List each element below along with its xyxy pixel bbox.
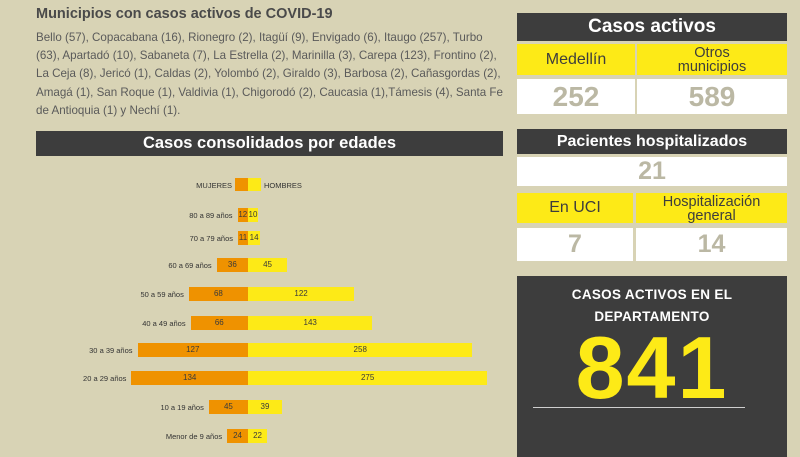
general-hospitalization-label-line2: general	[687, 208, 736, 224]
other-municipalities-label: Otros municipios	[637, 44, 787, 75]
female-bar: 24	[227, 429, 248, 443]
legend-swatch-male	[248, 178, 261, 191]
female-bar: 36	[216, 258, 248, 272]
female-bar: 68	[188, 287, 248, 301]
municipalities-title: Municipios con casos activos de COVID-19	[36, 6, 333, 22]
male-bar: 10	[248, 208, 258, 222]
department-title-line1: CASOS ACTIVOS EN EL	[571, 287, 733, 302]
legend-label-female: MUJERES	[196, 181, 232, 190]
other-municipalities-value: 589	[637, 79, 787, 114]
municipalities-list: Bello (57), Copacabana (16), Rionegro (2…	[36, 31, 503, 117]
age-chart-title: Casos consolidados por edades	[36, 131, 503, 156]
male-bar: 143	[248, 316, 373, 330]
female-bar: 12	[237, 208, 248, 222]
icu-label: En UCI	[517, 193, 633, 223]
age-group-label: 80 a 89 años	[189, 211, 233, 220]
female-bar: 45	[208, 400, 248, 414]
female-bar: 11	[238, 231, 248, 245]
age-pyramid-chart: MUJERES HOMBRES 80 a 89 años 12 10 70 a 79 añ…	[0, 160, 510, 457]
general-hospitalization-value: 14	[636, 228, 787, 261]
female-bar: 66	[190, 316, 248, 330]
male-bar: 275	[248, 371, 488, 385]
medellin-value: 252	[517, 79, 635, 114]
age-group-label: 50 a 59 años	[140, 290, 184, 299]
divider	[533, 407, 745, 408]
other-municipalities-label-line1: Otros	[694, 45, 730, 61]
age-group-label: 10 a 19 años	[160, 403, 204, 412]
department-panel: CASOS ACTIVOS EN EL DEPARTAMENTO 841	[517, 276, 787, 457]
age-group-label: 40 a 49 años	[142, 319, 186, 328]
general-hospitalization-label-line1: Hospitalización	[662, 194, 761, 210]
hospitalized-header: Pacientes hospitalizados	[517, 129, 787, 154]
age-group-label: Menor de 9 años	[165, 432, 223, 441]
female-bar: 127	[137, 343, 248, 357]
male-bar: 39	[248, 400, 282, 414]
male-bar: 14	[248, 231, 261, 245]
age-group-label: 70 a 79 años	[189, 234, 233, 243]
male-bar: 122	[248, 287, 355, 301]
age-group-label: 60 a 69 años	[168, 261, 212, 270]
age-group-label: 20 a 29 años	[83, 374, 127, 383]
female-bar: 134	[131, 371, 248, 385]
hospitalized-total: 21	[517, 157, 787, 186]
male-bar: 45	[248, 258, 288, 272]
male-bar: 22	[248, 429, 268, 443]
department-active-cases-value: 841	[575, 318, 729, 417]
age-group-label: 30 a 39 años	[89, 346, 133, 355]
other-municipalities-label-line2: municipios	[677, 59, 747, 75]
medellin-label: Medellín	[517, 44, 635, 75]
male-bar: 258	[248, 343, 473, 357]
department-title-line2: DEPARTAMENTO	[594, 309, 710, 324]
department-title: CASOS ACTIVOS EN EL DEPARTAMENTO	[517, 284, 787, 328]
legend-swatch-female	[235, 178, 248, 191]
general-hospitalization-label: Hospitalización general	[636, 193, 787, 223]
icu-value: 7	[517, 228, 633, 261]
legend-label-male: HOMBRES	[264, 181, 302, 190]
active-cases-header: Casos activos	[517, 13, 787, 41]
